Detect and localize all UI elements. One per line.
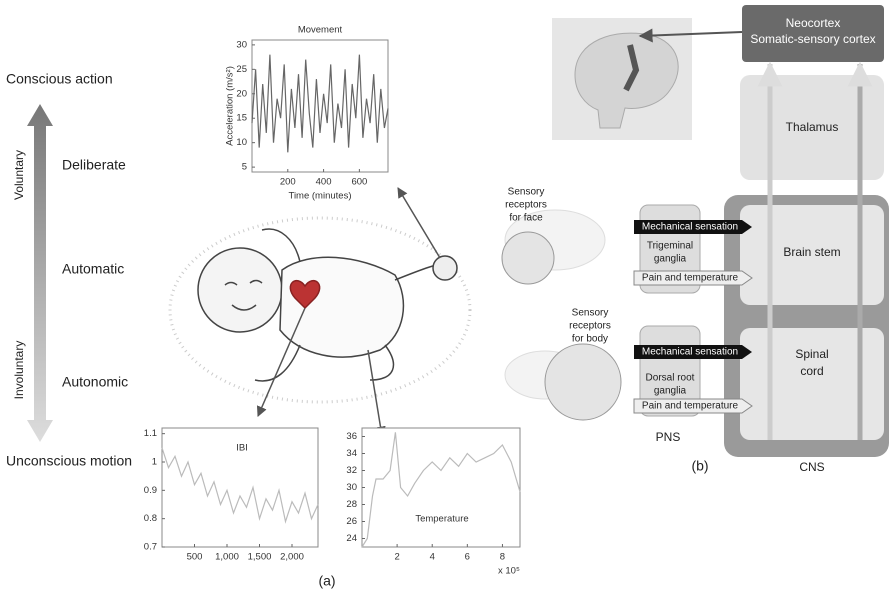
scale-level: Deliberate bbox=[62, 157, 126, 173]
consciousness-scale: Conscious action Unconscious motion Volu… bbox=[6, 71, 132, 469]
scale-arrow bbox=[27, 104, 53, 442]
spinal-cord-label: cord bbox=[800, 364, 823, 378]
spinal-cord-label: Spinal bbox=[795, 347, 828, 361]
scale-bottom: Unconscious motion bbox=[6, 453, 132, 469]
x-tick-label: 600 bbox=[351, 177, 367, 188]
x-tick-label: 2 bbox=[394, 552, 399, 563]
thalamus-label: Thalamus bbox=[786, 120, 839, 134]
cortex-arrow bbox=[638, 28, 743, 43]
y-tick-label: 5 bbox=[242, 162, 247, 173]
panel-label: (a) bbox=[318, 573, 335, 589]
chart-title: Movement bbox=[298, 25, 343, 36]
x-tick-label: 2,000 bbox=[280, 552, 304, 563]
signal-label: Pain and temperature bbox=[642, 401, 739, 412]
y-tick-label: 26 bbox=[346, 516, 357, 527]
y-axis-label: Acceleration (m/s²) bbox=[225, 66, 236, 146]
scale-upper: Voluntary bbox=[12, 150, 26, 200]
plot-frame bbox=[361, 427, 521, 548]
receptor-label: for face bbox=[509, 213, 543, 224]
y-tick-label: 36 bbox=[346, 431, 357, 442]
receptor-label: receptors bbox=[569, 321, 611, 332]
x-tick-label: 1,500 bbox=[248, 552, 272, 563]
signal-label: Mechanical sensation bbox=[642, 222, 738, 233]
face-receptor-circle bbox=[501, 231, 555, 285]
y-tick-label: 0.8 bbox=[144, 513, 157, 524]
data-line bbox=[361, 432, 521, 548]
ganglia-label: Dorsal root bbox=[646, 373, 695, 384]
spinal-cord-box bbox=[740, 328, 884, 440]
ganglia-label: Trigeminal bbox=[647, 241, 693, 252]
signal-arrow bbox=[633, 270, 753, 286]
scale-lower: Involuntary bbox=[12, 341, 26, 400]
y-tick-label: 0.7 bbox=[144, 542, 157, 553]
receptor-label: for body bbox=[572, 334, 608, 345]
x-tick-label: 6 bbox=[465, 552, 470, 563]
brain-stem-label: Brain stem bbox=[783, 245, 840, 259]
cortex-strip bbox=[623, 44, 640, 92]
data-line bbox=[251, 54, 389, 153]
y-tick-label: 32 bbox=[346, 465, 357, 476]
ganglia-label: ganglia bbox=[654, 254, 687, 265]
brain-stem-box bbox=[740, 205, 884, 305]
panel-label: (b) bbox=[691, 458, 708, 474]
y-tick-label: 25 bbox=[236, 64, 247, 75]
scale-top: Conscious action bbox=[6, 71, 113, 87]
receptor-label: Sensory bbox=[572, 308, 609, 319]
x-multiplier: x 10⁵ bbox=[498, 566, 520, 577]
head-outline bbox=[574, 32, 679, 129]
x-tick-label: 1,000 bbox=[215, 552, 239, 563]
x-tick-label: 8 bbox=[500, 552, 505, 563]
y-tick-label: 1.1 bbox=[144, 428, 157, 439]
x-tick-label: 4 bbox=[430, 552, 435, 563]
y-tick-label: 10 bbox=[236, 137, 247, 148]
x-tick-label: 200 bbox=[280, 177, 296, 188]
y-tick-label: 34 bbox=[346, 448, 357, 459]
scale-level: Autonomic bbox=[62, 374, 128, 390]
baby-sketch bbox=[168, 187, 472, 438]
thalamus-box bbox=[740, 75, 884, 180]
receptor-label: Sensory bbox=[508, 187, 545, 198]
ganglia-label: ganglia bbox=[654, 386, 687, 397]
y-tick-label: 28 bbox=[346, 499, 357, 510]
y-tick-label: 0.9 bbox=[144, 485, 157, 496]
panel-b: Neocortex Somatic-sensory cortex Thalamu… bbox=[501, 5, 889, 474]
signal-label: Pain and temperature bbox=[642, 273, 739, 284]
y-tick-label: 20 bbox=[236, 88, 247, 99]
signal-arrow bbox=[634, 220, 752, 234]
signal-arrow bbox=[634, 345, 752, 359]
x-tick-label: 400 bbox=[316, 177, 332, 188]
y-tick-label: 15 bbox=[236, 113, 247, 124]
signal-label: Mechanical sensation bbox=[642, 347, 738, 358]
y-tick-label: 30 bbox=[346, 482, 357, 493]
plot-frame bbox=[161, 427, 319, 548]
x-axis-label: Time (minutes) bbox=[289, 191, 352, 202]
data-line bbox=[161, 447, 319, 524]
pns-label: PNS bbox=[656, 430, 681, 444]
body-receptor-circle bbox=[544, 343, 622, 421]
neocortex-box bbox=[742, 5, 884, 62]
chart-annotation: IBI bbox=[236, 443, 248, 454]
y-tick-label: 24 bbox=[346, 533, 357, 544]
signal-arrow bbox=[633, 398, 753, 414]
neocortex-label: Neocortex bbox=[786, 16, 841, 30]
receptor-label: receptors bbox=[505, 200, 547, 211]
scale-level: Automatic bbox=[62, 261, 124, 277]
y-tick-label: 30 bbox=[236, 39, 247, 50]
chart-annotation: Temperature bbox=[415, 514, 468, 525]
y-tick-label: 1 bbox=[152, 457, 157, 468]
neocortex-label: Somatic-sensory cortex bbox=[750, 32, 875, 46]
cns-label: CNS bbox=[799, 460, 824, 474]
x-tick-label: 500 bbox=[187, 552, 203, 563]
